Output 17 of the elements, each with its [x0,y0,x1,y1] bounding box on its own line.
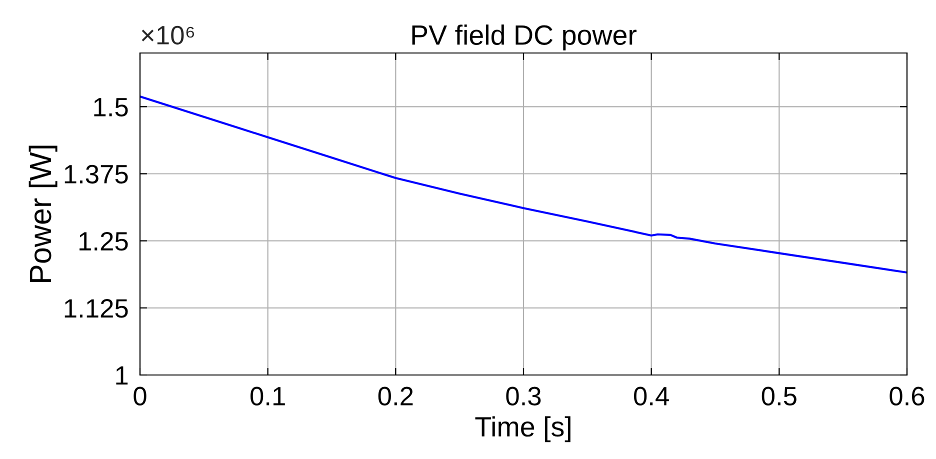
x-tick-label: 0.1 [250,386,285,406]
text: ×10⁶ [142,26,194,45]
chart-title: PV field DC power [412,24,637,50]
x-tick-label: 0.4 [634,386,669,406]
y-tick-label: 1 [116,366,128,385]
y-tick-label: 1.375 [64,164,128,184]
y-tick-label: 1.5 [94,98,128,116]
x-tick-label: 0.2 [378,386,413,406]
x-tick-label: 0.3 [506,386,541,406]
x-tick-label: 0.6 [890,386,924,406]
x-tick-label: 0.5 [762,386,796,406]
y-tick-label: 1.125 [64,299,128,318]
x-axis-title: Time [s] [475,416,570,442]
y-axis-title: Power [W] [28,146,58,282]
y-tick-label: 1.25 [80,232,128,251]
line-series [140,95,907,274]
x-tick-label: 0 [134,386,146,406]
